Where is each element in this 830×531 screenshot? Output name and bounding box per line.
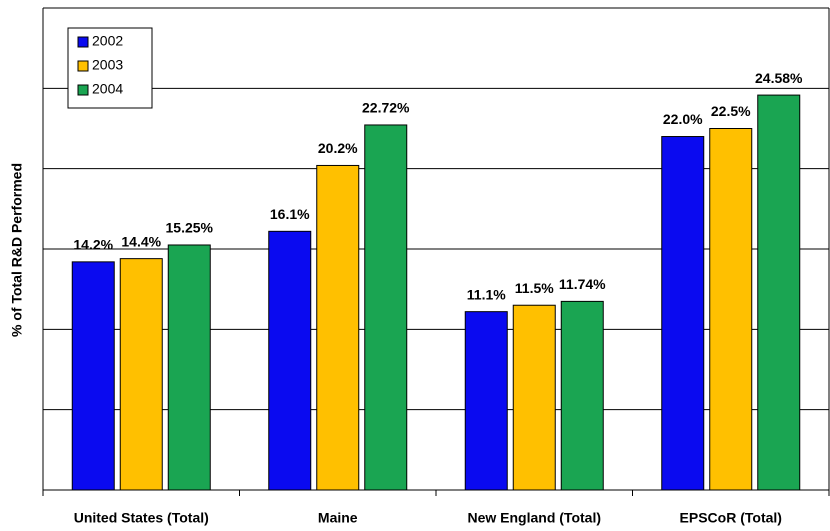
- x-tick-label: United States (Total): [74, 510, 209, 526]
- bar: [512, 304, 556, 491]
- bar: [757, 94, 801, 491]
- data-label: 22.5%: [711, 103, 751, 119]
- bar: [268, 230, 312, 491]
- data-label: 15.25%: [166, 220, 214, 236]
- bar: [119, 258, 163, 491]
- data-label: 14.2%: [73, 237, 113, 253]
- data-label: 22.72%: [362, 100, 410, 116]
- data-label: 16.1%: [270, 206, 310, 222]
- legend-label: 2003: [92, 57, 123, 73]
- bar: [167, 244, 211, 491]
- legend-swatch: [77, 60, 89, 72]
- bar: [560, 300, 604, 491]
- bar: [709, 128, 753, 491]
- legend-swatch: [77, 36, 89, 48]
- x-tick-label: EPSCoR (Total): [680, 510, 782, 526]
- legend-swatch: [77, 84, 89, 96]
- data-label: 22.0%: [663, 111, 703, 127]
- bar: [71, 261, 115, 491]
- bar: [316, 164, 360, 491]
- y-axis-label: % of Total R&D Performed: [9, 163, 25, 337]
- data-label: 14.4%: [121, 233, 161, 249]
- bar: [364, 124, 408, 491]
- x-tick-label: New England (Total): [467, 510, 601, 526]
- data-label: 11.1%: [467, 286, 506, 302]
- data-label: 20.2%: [318, 140, 358, 156]
- bar: [464, 311, 508, 491]
- x-tick-label: Maine: [318, 510, 358, 526]
- data-label: 11.5%: [515, 280, 554, 296]
- legend-label: 2002: [92, 33, 123, 49]
- data-label: 11.74%: [559, 276, 606, 292]
- legend-label: 2004: [92, 81, 123, 97]
- bar: [661, 136, 705, 491]
- data-label: 24.58%: [755, 70, 803, 86]
